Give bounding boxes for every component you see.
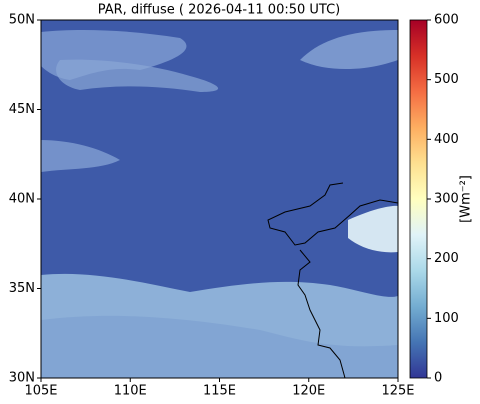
colorbar-label: [Wm⁻²] [459, 175, 474, 223]
y-tick-label: 40N [9, 192, 35, 207]
map-raster [41, 20, 398, 378]
x-tick-label: 105E [24, 384, 57, 399]
colorbar-tick-label: 300 [434, 192, 459, 207]
x-tick-label: 125E [381, 384, 414, 399]
colorbar-tick-label: 200 [434, 251, 459, 266]
colorbar-tick-label: 100 [434, 311, 459, 326]
y-tick-label: 45N [9, 102, 35, 117]
y-tick-label: 35N [9, 281, 35, 296]
chart-title: PAR, diffuse ( 2026-04-11 00:50 UTC) [98, 3, 341, 18]
x-tick-label: 110E [114, 384, 147, 399]
x-tick-label: 115E [203, 384, 236, 399]
colorbar-tick-label: 500 [434, 72, 459, 87]
colorbar-tick-label: 400 [434, 132, 459, 147]
colorbar-tick-label: 600 [434, 13, 459, 28]
y-tick-label: 50N [9, 13, 35, 28]
x-tick-label: 120E [292, 384, 325, 399]
colorbar [409, 19, 428, 379]
colorbar-tick-label: 0 [434, 371, 442, 386]
y-tick-label: 30N [9, 371, 35, 386]
